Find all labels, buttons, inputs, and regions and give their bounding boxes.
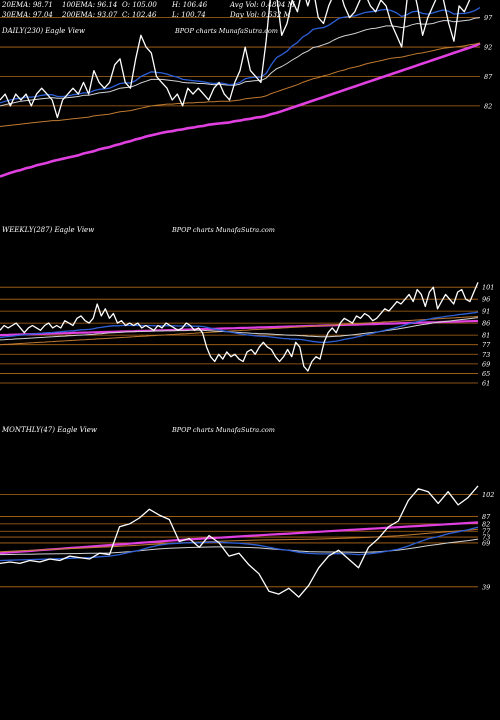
- series-line-0-ema200: [0, 42, 481, 178]
- weekly-panel-label: WEEKLY(287) Eagle View: [2, 226, 95, 234]
- series-line-2-price: [0, 485, 479, 598]
- y-tick-label-0-2: 87: [484, 73, 493, 81]
- daily-panel-label: DAILY(230) Eagle View: [2, 27, 85, 35]
- y-tick-label-1-1: 96: [482, 296, 490, 304]
- y-tick-label-1-4: 81: [482, 332, 490, 340]
- y-tick-label-1-6: 73: [482, 351, 490, 359]
- y-tick-label-1-9: 61: [482, 380, 490, 388]
- header-high: H: 106.46: [172, 1, 208, 9]
- y-tick-label-2-1: 87: [482, 513, 491, 521]
- series-line-2-ema_fast: [0, 526, 479, 562]
- y-tick-label-2-3: 77: [482, 528, 491, 536]
- header-avg-ema20: 20EMA: 98.71: [2, 1, 53, 9]
- series-line-2-ema_200: [0, 521, 479, 555]
- y-tick-label-2-2: 82: [482, 520, 490, 528]
- header-open: O: 105.00: [122, 1, 157, 9]
- series-line-1-ema_fast: [0, 311, 479, 343]
- header-low: L: 100.74: [172, 11, 206, 19]
- y-tick-label-1-8: 65: [482, 370, 490, 378]
- weekly-watermark: BPOP charts MunafaSutra.com: [172, 226, 275, 234]
- header-avg-ema100: 100EMA: 96.14: [62, 1, 118, 9]
- series-line-0-ema100: [0, 42, 481, 127]
- y-tick-label-2-5: 69: [482, 539, 490, 547]
- series-line-1-ema_mid: [0, 317, 479, 341]
- y-tick-label-0-0: 97: [484, 14, 493, 22]
- y-tick-label-0-3: 82: [484, 102, 492, 110]
- y-tick-label-1-3: 86: [482, 320, 490, 328]
- series-line-0-ema30: [0, 17, 481, 107]
- monthly-panel-label: MONTHLY(47) Eagle View: [2, 426, 97, 434]
- series-line-0-price: [0, 0, 471, 119]
- series-line-2-ema_long: [0, 528, 479, 553]
- series-line-1-ema_200: [0, 319, 479, 337]
- header-avg-vol: Avg Vol: 0.4804 M: [230, 1, 295, 9]
- header-ema30: 30EMA: 97.04: [2, 11, 53, 19]
- daily-watermark: BPOP charts MunafaSutra.com: [175, 27, 278, 35]
- header-ema200: 200EMA: 93.07: [62, 11, 118, 19]
- y-tick-label-1-5: 77: [482, 341, 491, 349]
- header-close: C: 102.46: [122, 11, 157, 19]
- monthly-watermark: BPOP charts MunafaSutra.com: [172, 426, 275, 434]
- series-line-1-ema_long: [0, 315, 479, 346]
- y-tick-label-1-0: 101: [482, 284, 494, 292]
- header-day-vol: Day Vol: 0.532 M: [230, 11, 291, 19]
- series-line-2-ema_mid: [0, 538, 479, 556]
- y-tick-label-1-7: 69: [482, 360, 490, 368]
- y-tick-label-1-2: 91: [482, 308, 490, 316]
- series-line-1-price: [0, 282, 479, 372]
- y-tick-label-0-1: 92: [484, 44, 492, 52]
- y-tick-label-2-6: 39: [482, 583, 490, 591]
- y-tick-label-2-4: 73: [482, 534, 490, 542]
- y-tick-label-2-0: 102: [482, 491, 494, 499]
- series-line-0-ema20: [0, 7, 481, 104]
- panel-0-chart: 97 92 87 82: [0, 0, 493, 178]
